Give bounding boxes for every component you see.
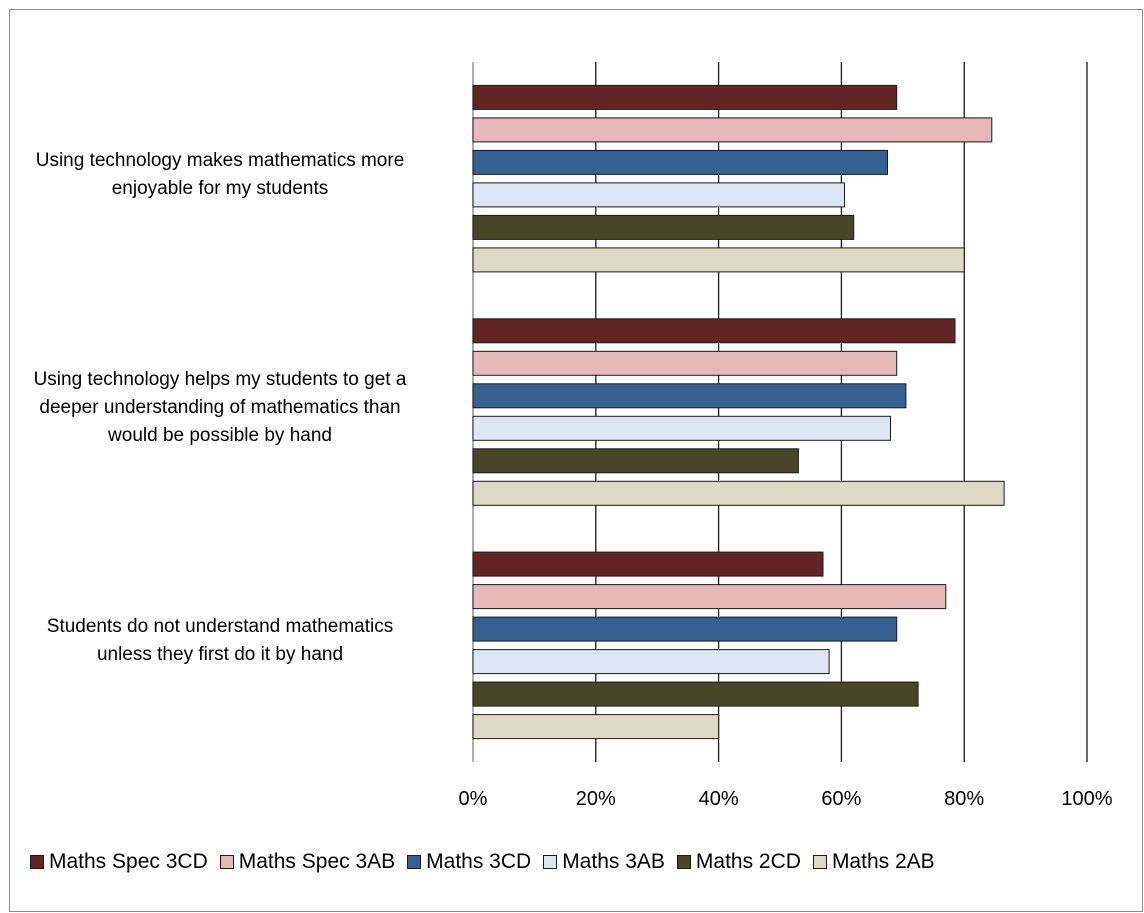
x-tick-label: 40% — [699, 788, 739, 810]
category-label-line: Students do not understand mathematics — [46, 616, 394, 638]
x-tick-label: 60% — [821, 788, 861, 810]
bar — [472, 551, 824, 577]
bar — [472, 84, 898, 110]
legend-item: Maths Spec 3CD — [30, 850, 208, 874]
legend-swatch — [812, 855, 827, 869]
legend-swatch — [543, 855, 558, 869]
bar — [472, 616, 898, 642]
category-label: Using technology makes mathematics more e… — [0, 147, 450, 203]
category-label-line: Using technology makes mathematics more — [35, 149, 405, 171]
bar — [472, 182, 845, 208]
bar — [472, 649, 830, 675]
bar — [472, 448, 799, 474]
bar — [472, 214, 855, 240]
legend-swatch — [219, 855, 234, 869]
legend-item: Maths 2AB — [812, 850, 935, 874]
legend-swatch — [30, 855, 44, 869]
legend-swatch — [407, 855, 422, 869]
category-label: Using technology helps my students to ge… — [0, 366, 450, 450]
category-label-line: unless they first do it by hand — [96, 644, 344, 666]
x-tick-label: 100% — [1061, 788, 1112, 810]
legend-label: Maths 2AB — [831, 850, 935, 873]
legend-label: Maths Spec 3CD — [49, 850, 208, 873]
legend-item: Maths 2CD — [676, 850, 801, 874]
bar — [472, 383, 907, 409]
legend-item: Maths 3CD — [407, 850, 531, 874]
legend-item: Maths Spec 3AB — [219, 850, 396, 874]
x-tick-label: 80% — [944, 788, 984, 810]
bar — [472, 584, 947, 610]
bar — [472, 247, 965, 273]
bar — [472, 681, 919, 707]
bar — [472, 714, 720, 740]
legend-label: Maths 2CD — [695, 850, 801, 873]
category-label: Students do not understand mathematics un… — [0, 613, 450, 669]
chart-legend: Maths Spec 3CD Maths Spec 3AB Maths 3CD Mat… — [30, 850, 947, 874]
category-label-line: enjoyable for my students — [111, 177, 329, 199]
bar — [472, 117, 993, 143]
x-tick-label: 20% — [576, 788, 616, 810]
legend-label: Maths 3CD — [426, 850, 532, 873]
bar — [472, 318, 956, 344]
legend-label: Maths Spec 3AB — [238, 850, 396, 873]
category-label-line: Using technology helps my students to ge… — [33, 369, 407, 390]
category-label-line: would be possible by hand — [108, 425, 332, 446]
bar — [472, 415, 891, 441]
bar — [472, 149, 888, 175]
legend-item: Maths 3AB — [543, 850, 665, 874]
category-label-line: deeper understanding of mathematics than — [39, 397, 401, 418]
bar — [472, 480, 1005, 506]
x-tick-label: 0% — [459, 788, 488, 810]
bar — [472, 350, 898, 376]
legend-swatch — [676, 855, 691, 869]
legend-label: Maths 3AB — [562, 850, 665, 873]
